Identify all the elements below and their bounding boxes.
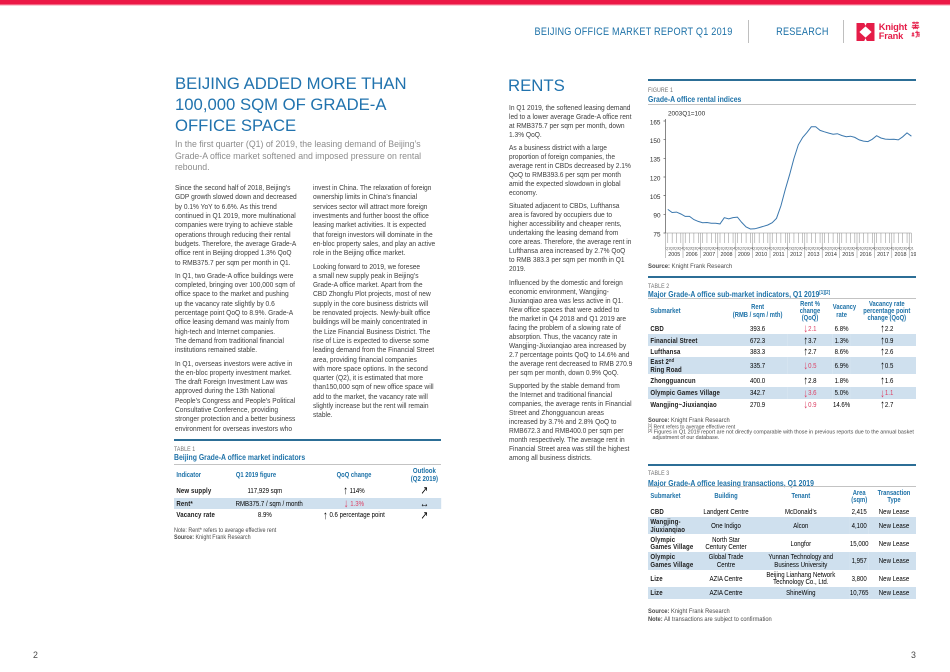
svg-text:Q3: Q3 [726, 247, 731, 251]
svg-text:Q1: Q1 [787, 247, 792, 251]
svg-text:Q1: Q1 [665, 247, 670, 251]
svg-text:90: 90 [653, 213, 661, 220]
svg-text:Q4: Q4 [835, 247, 840, 251]
svg-text:Q3: Q3 [848, 247, 853, 251]
svg-text:Q1: Q1 [735, 247, 740, 251]
svg-text:Q1: Q1 [683, 247, 688, 251]
svg-text:Q4: Q4 [748, 247, 753, 251]
svg-text:Q2: Q2 [722, 247, 727, 251]
svg-text:Q2: Q2 [757, 247, 762, 251]
svg-text:Q2: Q2 [896, 247, 901, 251]
svg-text:Q4: Q4 [783, 247, 788, 251]
svg-text:Q1: Q1 [752, 247, 757, 251]
svg-text:Q4: Q4 [731, 247, 736, 251]
svg-text:2013: 2013 [808, 252, 820, 258]
svg-text:165: 165 [650, 119, 661, 126]
svg-text:Q3: Q3 [692, 247, 697, 251]
svg-text:Q3: Q3 [883, 247, 888, 251]
svg-text:Q2: Q2 [844, 247, 849, 251]
svg-text:Q2: Q2 [879, 247, 884, 251]
svg-text:2015: 2015 [842, 252, 854, 258]
svg-text:2008: 2008 [721, 252, 733, 258]
svg-text:Q3: Q3 [813, 247, 818, 251]
svg-text:Q2: Q2 [670, 247, 675, 251]
svg-text:75: 75 [653, 231, 661, 238]
svg-text:Q2: Q2 [774, 247, 779, 251]
svg-text:19: 19 [911, 252, 917, 258]
svg-text:Q1: Q1 [874, 247, 879, 251]
svg-text:105: 105 [650, 194, 661, 201]
svg-text:Q1: Q1 [857, 247, 862, 251]
svg-text:Q3: Q3 [900, 247, 905, 251]
svg-text:Q4: Q4 [818, 247, 823, 251]
svg-text:2011: 2011 [773, 252, 785, 258]
svg-text:Q4: Q4 [887, 247, 892, 251]
svg-text:2016: 2016 [860, 252, 872, 258]
svg-text:2006: 2006 [686, 252, 698, 258]
svg-text:2007: 2007 [703, 252, 715, 258]
svg-text:Q4: Q4 [679, 247, 684, 251]
svg-text:120: 120 [650, 175, 661, 182]
svg-text:Q4: Q4 [713, 247, 718, 251]
svg-text:2018: 2018 [895, 252, 907, 258]
svg-text:Q1: Q1 [909, 247, 914, 251]
svg-text:Q1: Q1 [892, 247, 897, 251]
svg-text:Q1: Q1 [770, 247, 775, 251]
svg-text:2005: 2005 [668, 252, 680, 258]
svg-text:Q3: Q3 [709, 247, 714, 251]
svg-text:2017: 2017 [877, 252, 889, 258]
svg-text:Q3: Q3 [779, 247, 784, 251]
svg-text:2012: 2012 [790, 252, 802, 258]
svg-text:Q4: Q4 [870, 247, 875, 251]
svg-text:Q2: Q2 [687, 247, 692, 251]
svg-text:Q4: Q4 [696, 247, 701, 251]
svg-text:Q1: Q1 [700, 247, 705, 251]
svg-text:Q2: Q2 [861, 247, 866, 251]
svg-text:Q4: Q4 [765, 247, 770, 251]
svg-text:Q3: Q3 [744, 247, 749, 251]
svg-text:Q2: Q2 [809, 247, 814, 251]
svg-text:2010: 2010 [755, 252, 767, 258]
svg-text:Q1: Q1 [718, 247, 723, 251]
svg-text:Q1: Q1 [822, 247, 827, 251]
svg-text:Q1: Q1 [839, 247, 844, 251]
svg-text:Q4: Q4 [905, 247, 910, 251]
svg-text:Q3: Q3 [796, 247, 801, 251]
svg-text:135: 135 [650, 157, 661, 164]
svg-text:2003Q1=100: 2003Q1=100 [668, 111, 706, 118]
svg-text:Q3: Q3 [761, 247, 766, 251]
svg-text:Q1: Q1 [805, 247, 810, 251]
svg-text:Q4: Q4 [800, 247, 805, 251]
svg-text:Q3: Q3 [866, 247, 871, 251]
svg-text:Q3: Q3 [674, 247, 679, 251]
svg-text:150: 150 [650, 138, 661, 145]
svg-text:Q3: Q3 [831, 247, 836, 251]
svg-text:2009: 2009 [738, 252, 750, 258]
svg-text:Q2: Q2 [739, 247, 744, 251]
svg-text:Q4: Q4 [852, 247, 857, 251]
svg-text:Q2: Q2 [792, 247, 797, 251]
svg-text:Q2: Q2 [826, 247, 831, 251]
svg-text:Q2: Q2 [705, 247, 710, 251]
svg-text:2014: 2014 [825, 252, 837, 258]
